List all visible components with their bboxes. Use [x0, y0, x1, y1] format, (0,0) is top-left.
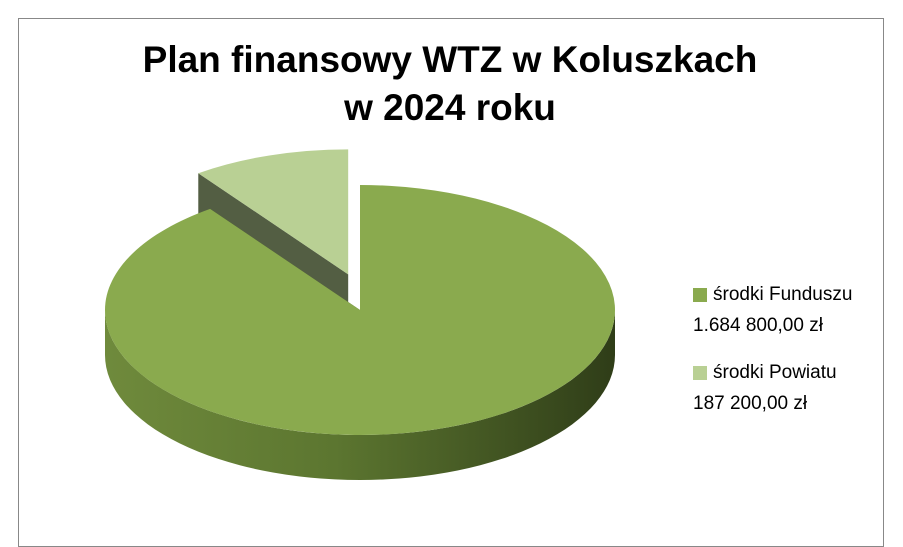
pie-slice — [198, 149, 349, 275]
pie-slice — [105, 185, 615, 435]
legend-label: środki Funduszu — [713, 284, 852, 305]
legend-value: 187 200,00 zł — [693, 393, 808, 414]
chart-title: w 2024 roku — [343, 87, 556, 128]
legend-value: 1.684 800,00 zł — [693, 315, 824, 336]
chart-title: Plan finansowy WTZ w Koluszkach — [143, 39, 758, 80]
legend-label: środki Powiatu — [713, 362, 837, 383]
legend-swatch — [693, 366, 707, 380]
slice-side — [105, 310, 615, 480]
legend-swatch — [693, 288, 707, 302]
